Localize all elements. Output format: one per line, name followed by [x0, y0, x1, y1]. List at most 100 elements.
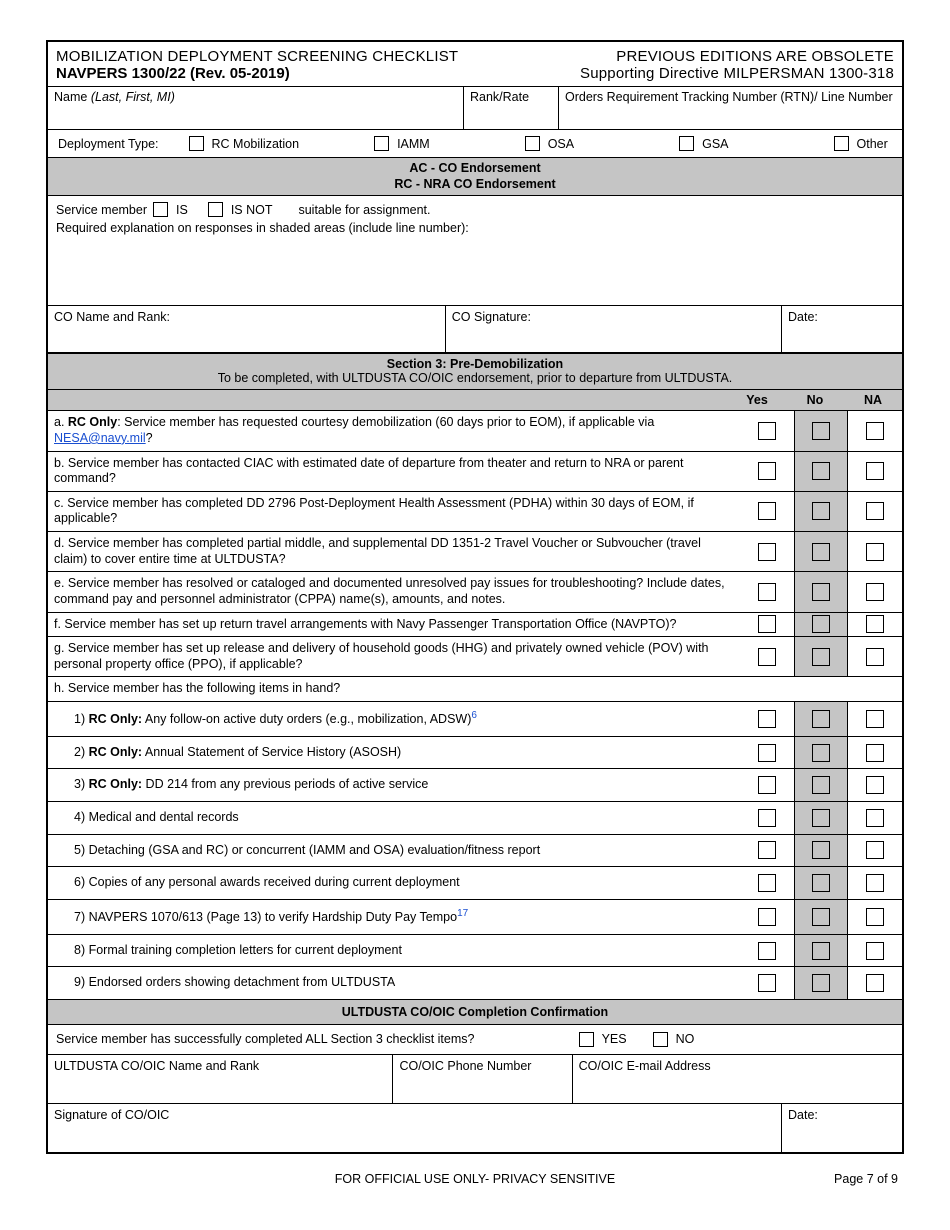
item-h8-no[interactable] [794, 935, 848, 967]
rank-label: Rank/Rate [470, 90, 529, 104]
cooic-email-field[interactable]: CO/OIC E-mail Address [573, 1055, 902, 1103]
explanation-field[interactable]: Required explanation on responses in sha… [48, 221, 902, 306]
item-a-no[interactable] [794, 411, 848, 450]
item-h8-yes[interactable] [740, 935, 794, 967]
item-b-no[interactable] [794, 452, 848, 491]
svc-label: Service member [56, 203, 147, 217]
obsolete-notice: PREVIOUS EDITIONS ARE OBSOLETE [580, 48, 894, 65]
item-e-na[interactable] [848, 572, 902, 611]
item-h5-na[interactable] [848, 835, 902, 867]
item-c-no[interactable] [794, 492, 848, 531]
completed-no[interactable]: NO [653, 1032, 695, 1047]
rank-field[interactable]: Rank/Rate [464, 87, 559, 129]
page-footer: FOR OFFICIAL USE ONLY- PRIVACY SENSITIVE… [46, 1154, 904, 1186]
item-h3-no[interactable] [794, 769, 848, 801]
item-c: c. Service member has completed DD 2796 … [48, 492, 902, 532]
item-h3-na[interactable] [848, 769, 902, 801]
co-name-field[interactable]: CO Name and Rank: [48, 306, 446, 352]
item-h4: 4) Medical and dental records [48, 802, 902, 835]
item-h2-na[interactable] [848, 737, 902, 769]
item-h1-yes[interactable] [740, 702, 794, 736]
nesa-link[interactable]: NESA@navy.mil [54, 431, 146, 445]
rtn-field[interactable]: Orders Requirement Tracking Number (RTN)… [559, 87, 902, 129]
item-f-yes[interactable] [740, 613, 794, 637]
section3-sub: To be completed, with ULTDUSTA CO/OIC en… [218, 371, 733, 385]
item-h8-na[interactable] [848, 935, 902, 967]
form-title: MOBILIZATION DEPLOYMENT SCREENING CHECKL… [56, 48, 580, 65]
item-h3-yes[interactable] [740, 769, 794, 801]
item-h7-na[interactable] [848, 900, 902, 934]
checkbox-osa[interactable]: OSA [525, 136, 574, 151]
item-g-yes[interactable] [740, 637, 794, 676]
checkbox-other[interactable]: Other [834, 136, 888, 151]
cooic-signature-field[interactable]: Signature of CO/OIC [48, 1104, 782, 1152]
item-h1-no[interactable] [794, 702, 848, 736]
item-d-yes[interactable] [740, 532, 794, 571]
item-h4-yes[interactable] [740, 802, 794, 834]
item-h5-no[interactable] [794, 835, 848, 867]
deployment-label: Deployment Type: [58, 137, 159, 151]
co-date-field[interactable]: Date: [782, 306, 902, 352]
checkbox-gsa[interactable]: GSA [679, 136, 728, 151]
item-h5-yes[interactable] [740, 835, 794, 867]
item-a-na[interactable] [848, 411, 902, 450]
item-h6-na[interactable] [848, 867, 902, 899]
cooic-phone-field[interactable]: CO/OIC Phone Number [393, 1055, 572, 1103]
item-h7-text: 7) NAVPERS 1070/613 (Page 13) to verify … [48, 900, 740, 934]
cooic-name-field[interactable]: ULTDUSTA CO/OIC Name and Rank [48, 1055, 393, 1103]
confirmation-band: ULTDUSTA CO/OIC Completion Confirmation [48, 1000, 902, 1025]
name-field[interactable]: Name (Last, First, MI) [48, 87, 464, 129]
directive: Supporting Directive MILPERSMAN 1300-318 [580, 65, 894, 82]
item-h6: 6) Copies of any personal awards receive… [48, 867, 902, 900]
item-h5: 5) Detaching (GSA and RC) or concurrent … [48, 835, 902, 868]
checkbox-isnot[interactable]: IS NOT [208, 202, 273, 217]
item-h1-na[interactable] [848, 702, 902, 736]
item-h7-no[interactable] [794, 900, 848, 934]
item-h4-no[interactable] [794, 802, 848, 834]
rtn-label: Orders Requirement Tracking Number (RTN)… [565, 90, 893, 104]
item-h9-yes[interactable] [740, 967, 794, 999]
item-e-yes[interactable] [740, 572, 794, 611]
item-h2-text: 2) RC Only: Annual Statement of Service … [48, 737, 740, 769]
item-d-no[interactable] [794, 532, 848, 571]
item-h4-na[interactable] [848, 802, 902, 834]
completed-yes[interactable]: YES [579, 1032, 627, 1047]
co-signature-field[interactable]: CO Signature: [446, 306, 782, 352]
item-h6-yes[interactable] [740, 867, 794, 899]
item-h2-no[interactable] [794, 737, 848, 769]
title-row: MOBILIZATION DEPLOYMENT SCREENING CHECKL… [48, 42, 902, 87]
item-a: a. RC Only: Service member has requested… [48, 411, 902, 451]
item-f-text: f. Service member has set up return trav… [48, 613, 740, 637]
item-h9-na[interactable] [848, 967, 902, 999]
item-h2-yes[interactable] [740, 737, 794, 769]
item-h9-no[interactable] [794, 967, 848, 999]
item-b-yes[interactable] [740, 452, 794, 491]
item-g-no[interactable] [794, 637, 848, 676]
item-g-na[interactable] [848, 637, 902, 676]
item-h8: 8) Formal training completion letters fo… [48, 935, 902, 968]
item-b-na[interactable] [848, 452, 902, 491]
item-c-text: c. Service member has completed DD 2796 … [48, 492, 740, 531]
checkbox-rc[interactable]: RC Mobilization [189, 136, 300, 151]
yn-header: Yes No NA [48, 390, 902, 411]
endorse-rc: RC - NRA CO Endorsement [52, 177, 898, 193]
item-h7-yes[interactable] [740, 900, 794, 934]
item-c-yes[interactable] [740, 492, 794, 531]
checkbox-is[interactable]: IS [153, 202, 188, 217]
item-d-na[interactable] [848, 532, 902, 571]
item-c-na[interactable] [848, 492, 902, 531]
item-e-no[interactable] [794, 572, 848, 611]
item-a-yes[interactable] [740, 411, 794, 450]
section3-header: Section 3: Pre-Demobilization To be comp… [48, 354, 902, 390]
cooic-signature-row: Signature of CO/OIC Date: [48, 1104, 902, 1152]
item-f-na[interactable] [848, 613, 902, 637]
section3-title: Section 3: Pre-Demobilization [52, 357, 898, 371]
item-h6-no[interactable] [794, 867, 848, 899]
item-h3-text: 3) RC Only: DD 214 from any previous per… [48, 769, 740, 801]
item-f-no[interactable] [794, 613, 848, 637]
item-h1-text: 1) RC Only: Any follow-on active duty or… [48, 702, 740, 736]
item-d: d. Service member has completed partial … [48, 532, 902, 572]
item-b: b. Service member has contacted CIAC wit… [48, 452, 902, 492]
cooic-date-field[interactable]: Date: [782, 1104, 902, 1152]
checkbox-iamm[interactable]: IAMM [374, 136, 430, 151]
